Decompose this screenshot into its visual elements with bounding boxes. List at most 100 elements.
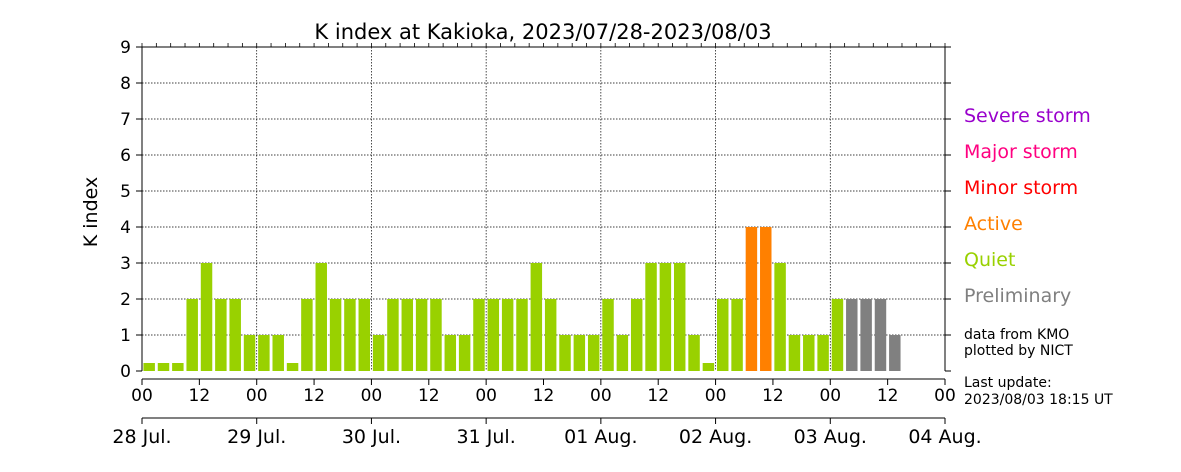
legend: Severe storm Major storm Minor storm Active… bbox=[964, 105, 1091, 307]
x-tick-label: 12 bbox=[533, 386, 555, 406]
x-tick-label: 00 bbox=[475, 386, 497, 406]
bar bbox=[516, 299, 528, 371]
bar bbox=[530, 263, 543, 371]
x-tick-label: 12 bbox=[877, 386, 899, 406]
bar bbox=[473, 299, 485, 371]
x-tick-label: 12 bbox=[418, 386, 440, 406]
bar bbox=[186, 299, 198, 371]
bar bbox=[215, 299, 227, 371]
bar bbox=[745, 227, 758, 371]
legend-item: Active bbox=[964, 213, 1023, 235]
bar bbox=[831, 299, 844, 371]
bar bbox=[501, 299, 514, 371]
y-tick-label: 6 bbox=[120, 146, 131, 166]
bar bbox=[315, 263, 327, 371]
x-tick-label: 12 bbox=[189, 386, 211, 406]
bar bbox=[889, 335, 901, 371]
bar bbox=[458, 335, 471, 371]
y-tick-label: 1 bbox=[120, 326, 131, 346]
bar bbox=[602, 299, 614, 371]
grid bbox=[142, 46, 945, 371]
bar bbox=[301, 299, 313, 371]
chart-title: K index at Kakioka, 2023/07/28-2023/08/0… bbox=[314, 20, 771, 44]
bar bbox=[788, 335, 801, 371]
date-label: 29 Jul. bbox=[227, 426, 286, 448]
bar bbox=[817, 335, 829, 371]
y-tick-label: 5 bbox=[120, 182, 131, 202]
source-note-kmo: data from KMO bbox=[964, 327, 1069, 343]
date-label: 03 Aug. bbox=[794, 426, 867, 448]
bar bbox=[258, 335, 270, 371]
source-note-nict: plotted by NICT bbox=[964, 343, 1073, 359]
x-tick-label: 00 bbox=[590, 386, 612, 406]
bar bbox=[329, 299, 342, 371]
date-label: 30 Jul. bbox=[342, 426, 401, 448]
bar bbox=[372, 335, 385, 371]
x-tick-label: 12 bbox=[762, 386, 784, 406]
bar bbox=[760, 227, 772, 371]
bar bbox=[573, 335, 586, 371]
bar bbox=[846, 299, 858, 371]
bar bbox=[401, 299, 414, 371]
x-tick-label: 00 bbox=[131, 386, 153, 406]
date-label: 04 Aug. bbox=[908, 426, 981, 448]
date-label: 01 Aug. bbox=[564, 426, 637, 448]
bar bbox=[444, 335, 457, 371]
bar bbox=[415, 299, 428, 371]
y-tick-label: 7 bbox=[120, 110, 131, 130]
y-tick-label: 3 bbox=[120, 254, 131, 274]
legend-item: Quiet bbox=[964, 249, 1015, 271]
x-tick-label: 00 bbox=[934, 386, 956, 406]
y-tick-label: 9 bbox=[120, 38, 131, 58]
legend-item: Severe storm bbox=[964, 105, 1091, 127]
bar bbox=[358, 299, 370, 371]
bars bbox=[143, 227, 901, 371]
bar bbox=[702, 363, 715, 371]
x-tick-label: 00 bbox=[361, 386, 383, 406]
bar bbox=[731, 299, 743, 371]
bar bbox=[172, 363, 184, 371]
x-tick-label: 12 bbox=[647, 386, 669, 406]
y-axis-label: K index bbox=[80, 177, 102, 247]
bar bbox=[487, 299, 500, 371]
bar bbox=[717, 299, 729, 371]
legend-item: Major storm bbox=[964, 141, 1078, 163]
bar bbox=[630, 299, 643, 371]
y-tick-label: 0 bbox=[120, 362, 131, 382]
legend-item: Minor storm bbox=[964, 177, 1078, 199]
y-tick-label: 4 bbox=[120, 218, 131, 238]
bar bbox=[688, 335, 700, 371]
date-label: 02 Aug. bbox=[679, 426, 752, 448]
bar bbox=[860, 299, 872, 371]
bar bbox=[430, 299, 442, 371]
bar bbox=[774, 263, 786, 371]
bar bbox=[559, 335, 571, 371]
legend-item: Preliminary bbox=[964, 285, 1071, 307]
bar bbox=[387, 299, 399, 371]
bar bbox=[544, 299, 557, 371]
bar bbox=[673, 263, 686, 371]
bar bbox=[143, 363, 155, 371]
bar bbox=[587, 335, 600, 371]
y-tick-label: 2 bbox=[120, 290, 131, 310]
x-tick-label: 00 bbox=[246, 386, 268, 406]
x-tick-label: 00 bbox=[819, 386, 841, 406]
bar bbox=[229, 299, 241, 371]
bar bbox=[803, 335, 815, 371]
bar bbox=[157, 363, 170, 371]
last-update-time: 2023/08/03 18:15 UT bbox=[964, 392, 1113, 408]
bar bbox=[645, 263, 657, 371]
bar bbox=[286, 363, 299, 371]
bar bbox=[616, 335, 629, 371]
bar bbox=[243, 335, 256, 371]
x-tick-label: 12 bbox=[303, 386, 325, 406]
date-label: 31 Jul. bbox=[457, 426, 516, 448]
y-tick-label: 8 bbox=[120, 74, 131, 94]
bar bbox=[659, 263, 672, 371]
bar bbox=[344, 299, 356, 371]
bar bbox=[272, 335, 284, 371]
last-update-label: Last update: bbox=[964, 375, 1052, 391]
bar bbox=[200, 263, 213, 371]
